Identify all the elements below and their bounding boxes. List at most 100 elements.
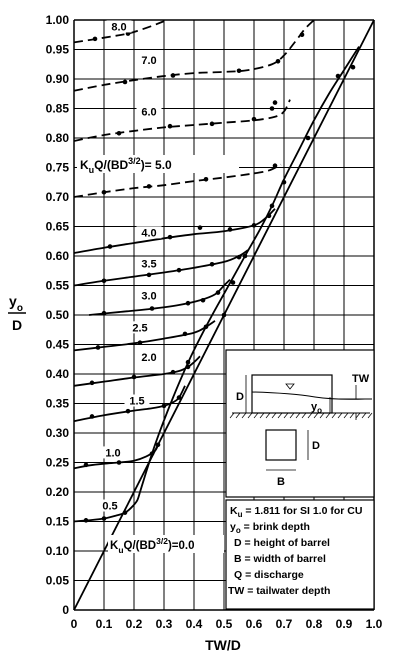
y-axis-title-main: yo — [9, 293, 23, 314]
formula-part: u — [118, 545, 123, 555]
x-tick-label: 0.8 — [306, 617, 323, 631]
inset-hatch — [301, 412, 307, 419]
y-tick-label: 0.95 — [46, 43, 70, 57]
y-tick-label: 0 — [62, 603, 69, 617]
data-point — [281, 179, 287, 185]
inset-hatch — [259, 412, 265, 419]
inset-hatch — [349, 412, 355, 419]
data-point — [167, 234, 173, 240]
data-point — [122, 510, 128, 515]
formula-part: K — [110, 540, 119, 552]
inset-hatch — [343, 412, 349, 419]
data-point — [131, 374, 137, 380]
curve-label-bg — [136, 350, 162, 363]
data-point — [101, 189, 107, 195]
curve-label-bg — [127, 321, 153, 334]
legend-part: = brink depth — [241, 521, 310, 533]
data-point — [170, 369, 176, 375]
x-tick-label: 0.4 — [186, 617, 203, 631]
inset-hatch — [247, 412, 253, 419]
inset-diagram: D TW yo D B — [229, 373, 373, 488]
data-point — [149, 306, 155, 311]
curve-label-7.0: 7.0 — [141, 55, 156, 67]
y-tick-label: 0.10 — [46, 544, 70, 558]
data-point — [203, 324, 209, 330]
data-point — [215, 290, 221, 295]
inset-hatch — [265, 412, 271, 419]
inset-hatch — [229, 412, 235, 419]
legend-part: y — [230, 521, 236, 533]
curve-label-bg — [124, 394, 150, 407]
data-point — [167, 123, 173, 129]
x-tick-label: 0.1 — [96, 617, 113, 631]
data-point — [146, 272, 152, 278]
y-axis-title-den: D — [12, 317, 22, 333]
data-point — [89, 414, 95, 419]
curve-7.0 — [73, 19, 315, 92]
y-tick-label: 0.25 — [46, 456, 70, 470]
legend-line: TW = tailwater depth — [228, 585, 330, 597]
inset-hatch — [289, 412, 295, 419]
curve-label-bg — [106, 20, 132, 33]
data-point — [107, 244, 113, 249]
data-point — [269, 106, 275, 111]
formula-part: )= 5.0 — [141, 158, 172, 172]
data-point — [185, 364, 191, 370]
inset-hatch — [361, 412, 367, 419]
y-tick-label: 0.80 — [46, 131, 70, 145]
y-tick-label: 0.30 — [46, 426, 70, 440]
inset-hatch — [331, 412, 337, 419]
data-point — [149, 451, 155, 456]
x-tick-label: 0.6 — [246, 617, 263, 631]
legend-part: o — [236, 526, 241, 535]
data-point — [89, 380, 95, 386]
inset-hatch — [283, 412, 289, 419]
data-point — [272, 100, 278, 105]
curve-0.5 — [73, 491, 141, 523]
curve-label-bg — [136, 226, 162, 239]
data-point — [83, 462, 89, 468]
inset-hatch — [313, 412, 319, 419]
data-point — [335, 73, 341, 79]
data-point — [299, 32, 305, 38]
curve-label-3.5: 3.5 — [141, 259, 156, 271]
formula-part: )=0.0 — [168, 540, 195, 552]
inset-hatch — [337, 412, 343, 419]
data-point — [170, 73, 176, 78]
data-point — [146, 184, 152, 189]
curve-label-1.5: 1.5 — [129, 396, 144, 408]
data-point — [200, 297, 206, 303]
curve-label-8.0: 8.0 — [111, 21, 126, 33]
x-axis-title: TW/D — [205, 637, 241, 653]
curve-3.0 — [88, 278, 231, 316]
curve-label-bg — [136, 289, 162, 302]
data-point — [266, 213, 272, 219]
data-point — [251, 223, 257, 228]
data-point — [101, 516, 107, 521]
inset-label-d2: D — [312, 440, 320, 452]
data-point — [269, 203, 275, 209]
curve-8.0 — [73, 19, 168, 44]
formula-part: Q/(BD — [124, 540, 157, 552]
inset-yo-o: o — [317, 406, 322, 415]
legend-line: D = height of barrel — [234, 537, 330, 549]
y-axis-title: yo D — [8, 293, 26, 333]
formula-part: Q/(BD — [94, 158, 128, 172]
data-point — [272, 163, 278, 169]
inset-label-b: B — [277, 476, 285, 488]
formula-label-0: KuQ/(BD3/2)=0.0 — [110, 536, 194, 555]
formula-label-bg — [77, 155, 239, 173]
data-point — [101, 310, 107, 316]
legend-line: B = width of barrel — [234, 553, 326, 565]
y-tick-label: 0.70 — [46, 190, 70, 204]
formula-part: u — [89, 165, 95, 175]
y-tick-label: 0.20 — [46, 485, 70, 499]
curve-label-4.0: 4.0 — [141, 227, 156, 239]
formula-label2-bg — [108, 535, 224, 553]
data-point — [92, 36, 98, 42]
data-point — [236, 254, 242, 260]
curve-label-2.5: 2.5 — [132, 322, 147, 334]
formula-part: K — [80, 158, 89, 172]
curve-label-bg — [97, 499, 123, 512]
y-tick-label: 1.00 — [46, 13, 70, 27]
